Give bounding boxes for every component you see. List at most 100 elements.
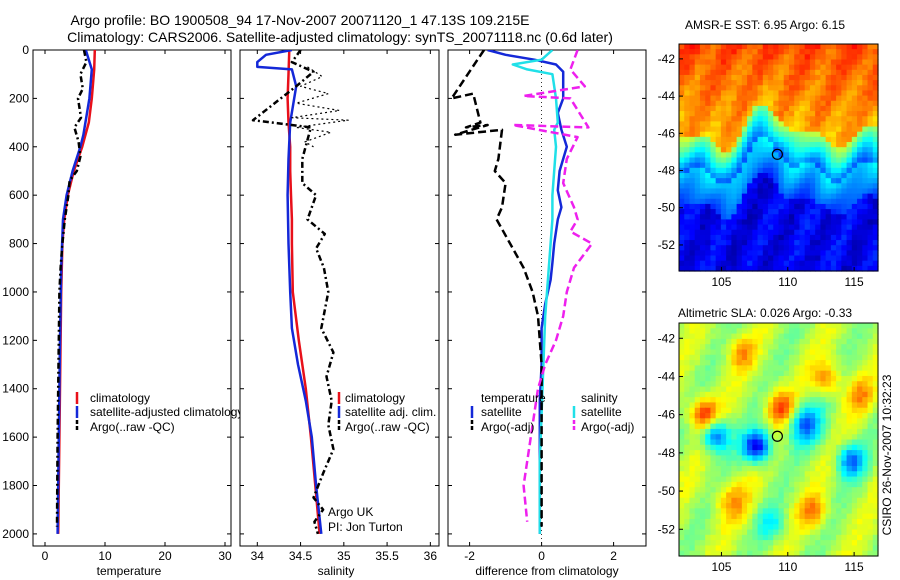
map-cell [778,550,785,557]
map-cell [741,44,748,50]
map-cell [741,116,748,122]
map-cell [715,450,722,456]
map-cell [841,64,848,71]
map-cell [778,534,785,541]
map-cell [679,534,685,541]
map-cell [736,375,743,382]
map-cell [820,391,827,398]
map-cell [679,423,685,430]
map-cell [731,198,738,205]
map-cell [867,234,874,241]
map-cell [747,333,753,340]
series-argo-raw-qc [251,50,335,535]
map-cell [841,224,848,231]
map-cell [788,428,795,435]
map-cell [872,423,879,430]
map-cell [862,460,869,467]
map-cell [689,513,696,520]
map-cell [778,90,785,97]
map-cell [815,428,821,435]
map-cell [809,413,816,419]
map-cell [872,234,879,241]
map-cell [836,162,842,169]
map-cell [736,397,743,404]
map-cell [825,116,832,122]
map-cell [783,85,790,92]
map-cell [872,162,879,169]
map-cell [820,513,827,520]
map-cell [710,131,717,138]
map-cell [809,418,816,425]
map-cell [857,333,863,340]
map-cell [684,423,691,430]
map-cell [720,193,727,200]
map-cell [699,245,706,251]
map-cell [736,64,743,71]
map-cell [747,193,753,200]
map-cell [830,214,837,221]
map-cell [684,116,691,122]
map-cell [815,460,821,467]
map-cell [726,344,732,351]
map-cell [726,178,732,184]
map-cell [757,529,764,536]
map-cell [768,178,774,184]
map-cell [741,203,748,210]
map-cell [747,147,753,153]
map-cell [820,381,827,388]
map-cell [679,240,685,246]
map-cell [768,529,774,536]
map-cell [684,100,691,107]
map-cell [773,167,780,174]
map-cell [862,370,869,377]
map-cell [720,375,727,382]
map-cell [788,476,795,483]
map-cell [747,172,753,179]
map-cell [699,131,706,138]
map-cell [804,439,811,446]
map-cell [689,391,696,398]
map-cell [710,397,717,404]
map-cell [731,214,738,221]
map-cell [830,74,837,81]
map-cell [862,529,869,536]
map-cell [820,260,827,267]
map-cell [862,434,869,441]
map-cell [710,85,717,92]
map-cell [846,428,853,435]
map-cell [741,265,748,272]
sla-map-panel: Altimetric SLA: 0.026 Argo: -0.33 105 110… [658,306,879,574]
map-cell [778,162,785,169]
map-cell [684,545,691,552]
map-cell [788,497,795,504]
map-cell [699,219,706,226]
map-cell [825,44,832,50]
map-cell [757,487,764,494]
map-cell [867,255,874,262]
map-cell [710,476,717,483]
map-cell [773,492,780,499]
map-cell [684,455,691,462]
map-cell [679,487,685,494]
map-cell [830,413,837,419]
map-cell [689,386,696,393]
map-cell [872,142,879,148]
map-cell [809,338,816,345]
map-cell [778,136,785,143]
map-cell [705,178,712,184]
temperature-axes-frame [32,49,232,547]
map-cell [773,465,780,472]
map-cell [684,439,691,446]
map-cell [862,255,869,262]
map-cell [872,365,879,372]
map-cell [836,450,842,456]
map-cell [841,214,848,221]
map-cell [773,518,780,525]
map-cell [694,131,701,138]
map-cell [768,95,774,102]
map-cell [851,172,858,179]
map-cell [862,402,869,409]
map-cell [846,418,853,425]
map-cell [783,402,790,409]
map-cell [788,386,795,393]
